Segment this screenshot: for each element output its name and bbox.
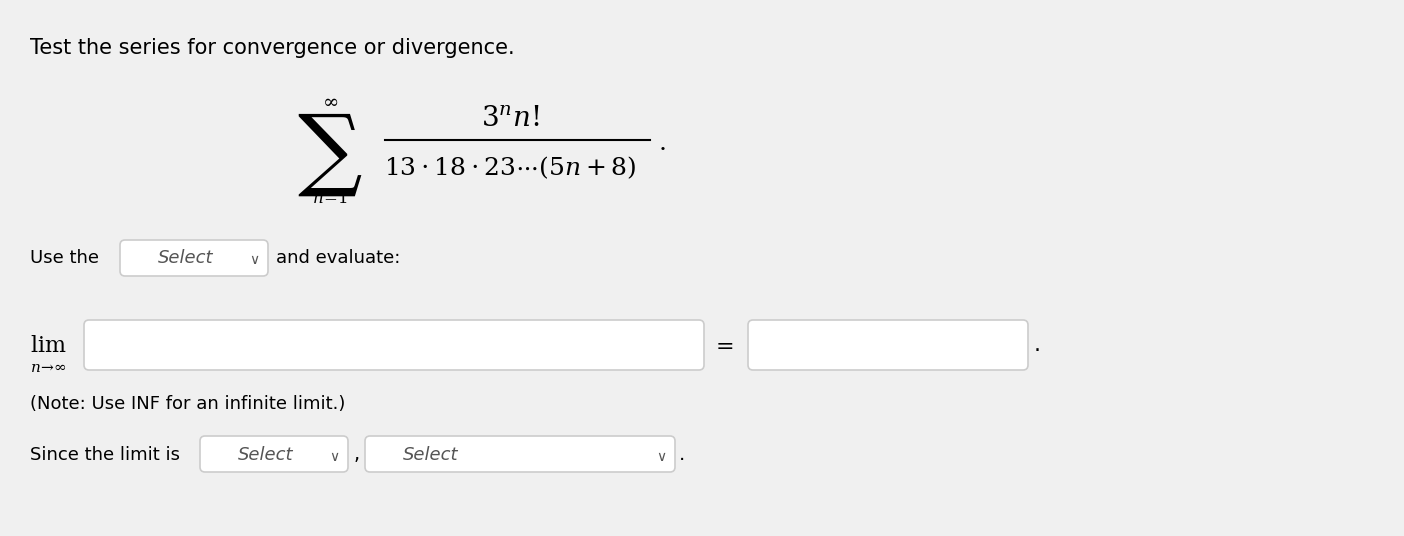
FancyBboxPatch shape (199, 436, 348, 472)
Text: $\vee$: $\vee$ (656, 450, 665, 464)
Text: $=$: $=$ (710, 335, 733, 355)
Text: Select: Select (159, 249, 213, 267)
Text: $\vee$: $\vee$ (329, 450, 340, 464)
Text: (Note: Use INF for an infinite limit.): (Note: Use INF for an infinite limit.) (29, 395, 345, 413)
Text: .: . (680, 445, 685, 465)
Text: $\infty$: $\infty$ (322, 91, 338, 109)
Text: Select: Select (239, 446, 293, 464)
Text: $\vee$: $\vee$ (249, 253, 260, 267)
Text: $\lim$: $\lim$ (29, 334, 66, 355)
Text: $n\!=\!1$: $n\!=\!1$ (312, 189, 348, 207)
Text: ,: , (354, 445, 359, 465)
Text: $.$: $.$ (658, 131, 665, 155)
Text: $n\!\rightarrow\!\infty$: $n\!\rightarrow\!\infty$ (29, 360, 66, 375)
Text: Use the: Use the (29, 249, 100, 267)
Text: Test the series for convergence or divergence.: Test the series for convergence or diver… (29, 38, 515, 58)
FancyBboxPatch shape (84, 320, 703, 370)
Text: $13 \cdot 18 \cdot 23 \cdots (5n+8)$: $13 \cdot 18 \cdot 23 \cdots (5n+8)$ (383, 155, 636, 181)
Text: Since the limit is: Since the limit is (29, 446, 180, 464)
FancyBboxPatch shape (365, 436, 675, 472)
Text: $3^n n!$: $3^n n!$ (480, 104, 539, 132)
Text: Select: Select (403, 446, 459, 464)
Text: .: . (1033, 335, 1040, 355)
Text: $\sum$: $\sum$ (298, 111, 362, 198)
FancyBboxPatch shape (748, 320, 1028, 370)
Text: and evaluate:: and evaluate: (277, 249, 400, 267)
FancyBboxPatch shape (119, 240, 268, 276)
